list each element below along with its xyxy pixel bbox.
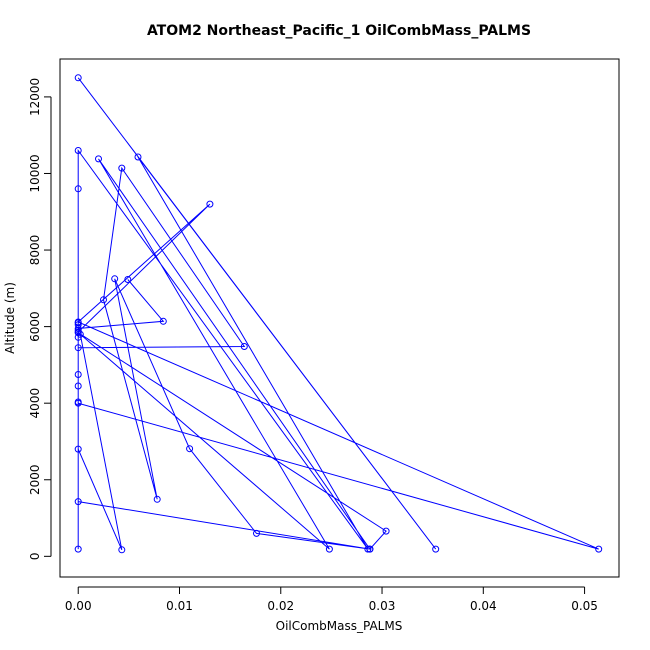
- data-point: [366, 545, 374, 553]
- x-tick-label: 0.05: [571, 599, 598, 613]
- data-point: [95, 155, 102, 163]
- x-tick-label: 0.03: [369, 599, 396, 613]
- y-tick-label: 8000: [28, 235, 42, 266]
- data-point: [74, 185, 82, 193]
- y-axis-label: Altitude (m): [3, 282, 17, 354]
- x-tick-label: 0.04: [470, 599, 497, 613]
- data-point: [253, 529, 260, 537]
- data-point: [382, 527, 390, 535]
- chart-title: ATOM2 Northeast_Pacific_1 OilCombMass_PA…: [147, 23, 531, 39]
- data-point: [74, 328, 82, 336]
- y-tick-label: 12000: [28, 78, 42, 116]
- data-point: [74, 325, 82, 332]
- data-point: [325, 545, 333, 553]
- data-point: [74, 382, 82, 390]
- plot-frame: [59, 58, 620, 578]
- data-point: [118, 164, 126, 172]
- y-tick-label: 6000: [28, 311, 42, 342]
- series-polyline: [77, 77, 599, 550]
- data-point: [206, 200, 214, 208]
- x-axis: 0.00 0.01 0.02 0.03 0.04 0.05: [65, 586, 598, 613]
- x-tick-label: 0.01: [166, 599, 193, 613]
- data-point: [595, 545, 603, 553]
- x-tick-label: 0.02: [267, 599, 294, 613]
- data-point: [74, 344, 82, 352]
- data-point: [186, 445, 194, 453]
- data-point: [74, 74, 82, 82]
- data-point: [134, 153, 142, 161]
- data-points: [74, 74, 603, 554]
- x-axis-label: OilCombMass_PALMS: [276, 619, 403, 633]
- data-point: [74, 545, 82, 553]
- data-point: [364, 545, 372, 553]
- data-point: [124, 276, 132, 283]
- data-point: [118, 546, 126, 554]
- data-point: [159, 317, 167, 325]
- x-tick-label: 0.00: [65, 599, 92, 613]
- y-tick-label: 0: [28, 553, 42, 561]
- data-point: [74, 399, 82, 407]
- y-tick-label: 4000: [28, 388, 42, 419]
- data-point: [432, 545, 440, 553]
- y-tick-label: 2000: [28, 464, 42, 495]
- data-point: [100, 296, 107, 304]
- data-point: [111, 275, 119, 283]
- data-point: [74, 147, 82, 154]
- data-point: [74, 445, 82, 453]
- y-axis: 0 2000 4000 6000 8000 10000 12000: [28, 78, 52, 561]
- data-point: [240, 343, 248, 350]
- data-point: [153, 495, 161, 503]
- data-point: [74, 371, 82, 378]
- y-tick-label: 10000: [28, 154, 42, 192]
- data-point: [74, 498, 82, 506]
- series-line: [77, 77, 599, 550]
